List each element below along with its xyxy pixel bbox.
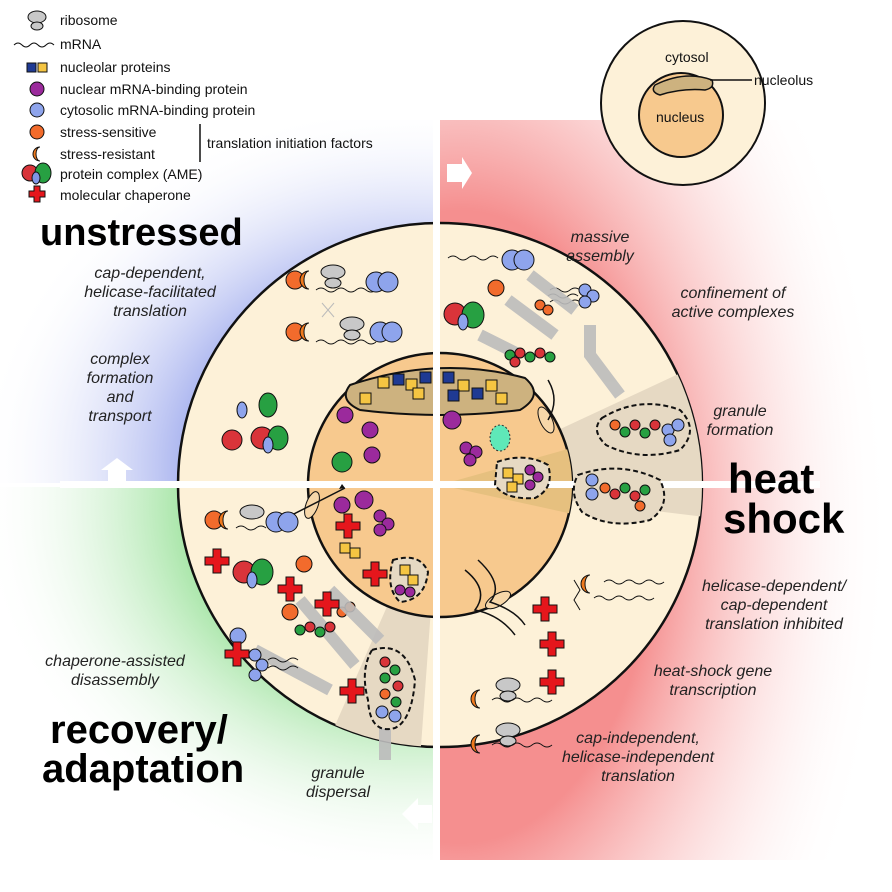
legend-ame-icon [21,162,52,185]
note-hs-gene-1: heat-shock gene [654,663,772,680]
legend-ribosome-icon [27,10,47,31]
legend-mrna-icon [13,42,55,48]
note-massive-2: assembly [566,248,635,265]
vertical-divider [433,120,440,860]
recovery-chain [248,621,336,682]
note-complex-3: and [107,389,135,406]
title-heat: heat [728,455,814,502]
note-confinement-1: confinement of [681,285,788,302]
nucleus-recovery-molecules [333,490,430,604]
nucleolar-proteins-cluster [359,371,508,405]
title-shock: shock [723,495,845,542]
legend-stress-sensitive-label: stress-sensitive [60,124,157,140]
legend-nuclear-rbp-icon [29,81,45,97]
granule-heat-1 [595,403,691,456]
chaperones-recovery [204,548,365,704]
legend: ribosome mRNA nucleolar proteins nuclear… [13,10,373,203]
hs-translation-molecules [470,574,665,754]
legend-cyto-rbp-icon [29,102,45,118]
ame-complex-unstressed [221,392,289,454]
note-granule-formation-1: granule [713,403,766,420]
title-unstressed: unstressed [40,212,243,254]
horizontal-divider [60,481,820,488]
cell-inset: cytosol nucleolus nucleus [600,20,813,186]
granule-heat-2 [572,467,666,525]
note-helicase-dep-1: helicase-dependent/ [702,578,848,595]
nuclear-pore-bottom [464,559,526,636]
arrow-to-heat-shock [447,157,472,189]
legend-ribosome-label: ribosome [60,12,118,28]
note-cap-dependent-3: translation [113,303,187,320]
note-cap-indep-1: cap-independent, [576,730,700,747]
recovery-molecules [204,504,356,645]
legend-nuclear-rbp-label: nuclear mRNA-binding protein [60,81,248,97]
legend-nucleolar-icon [26,62,48,73]
heat-assembly-molecules [443,249,600,331]
legend-chaperone-label: molecular chaperone [60,187,191,203]
note-cap-indep-3: translation [601,768,675,785]
title-recovery: recovery/ [50,708,228,752]
nuclear-rbp-unstressed [331,406,381,473]
title-adaptation: adaptation [42,747,244,791]
inset-cytosol-label: cytosol [665,49,709,65]
nuclear-stress-bodies [442,410,551,500]
legend-nucleolar-label: nucleolar proteins [60,59,171,75]
note-helicase-dep-3: translation inhibited [705,616,844,633]
granule-recovery [363,647,417,731]
nuclear-pore-right [537,379,555,434]
chaperones-heat [532,596,565,695]
note-helicase-dep-2: cap-dependent [721,597,828,614]
note-complex-2: formation [87,370,154,387]
legend-chaperone-icon [28,185,46,203]
legend-cyto-rbp-label: cytosolic mRNA-binding protein [60,102,255,118]
note-confinement-2: active complexes [672,304,795,321]
inset-nucleus-label: nucleus [656,109,704,125]
legend-ame-label: protein complex (AME) [60,166,202,182]
translating-complex-1 [285,264,399,293]
arrow-to-unstressed [101,458,133,484]
note-cap-indep-2: helicase-independent [562,749,715,766]
legend-stress-sensitive-icon [29,124,45,140]
granule-chain-heat [504,347,556,368]
note-chaperone-1: chaperone-assisted [45,653,186,670]
legend-mrna-label: mRNA [60,36,102,52]
note-granule-formation-2: formation [707,422,774,439]
note-massive-1: massive [571,229,630,246]
note-chaperone-2: disassembly [71,672,160,689]
inset-nucleolus-label: nucleolus [754,72,813,88]
note-complex-1: complex [90,351,151,368]
note-dispersal-1: granule [311,765,364,782]
arrow-to-recovery [402,798,432,830]
note-hs-gene-2: transcription [669,682,756,699]
legend-stress-resistant-icon [32,146,41,162]
note-cap-dependent-2: helicase-facilitated [84,284,217,301]
legend-stress-resistant-label: stress-resistant [60,146,155,162]
notes: cap-dependent, helicase-facilitated tran… [45,229,847,801]
note-dispersal-2: dispersal [306,784,370,801]
note-cap-dependent-1: cap-dependent, [94,265,205,282]
translating-complex-2 [285,302,403,345]
note-complex-4: transport [88,408,152,425]
legend-bracket-label: translation initiation factors [207,135,373,151]
